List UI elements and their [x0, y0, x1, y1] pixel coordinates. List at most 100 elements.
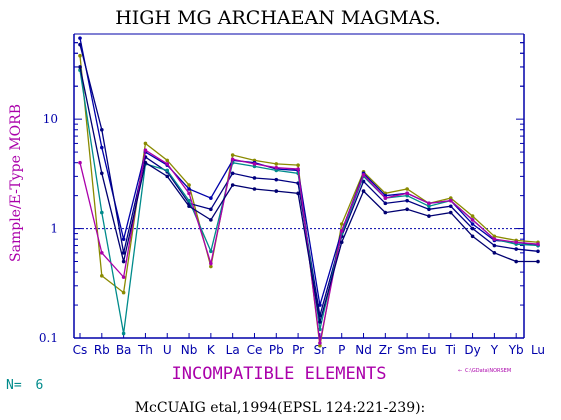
x-axis-label: INCOMPATIBLE ELEMENTS: [172, 364, 387, 384]
data-point: [339, 229, 344, 233]
data-point: [252, 176, 257, 180]
data-point: [78, 42, 82, 47]
data-point: [230, 153, 235, 157]
data-point: [187, 183, 191, 187]
data-point: [536, 259, 540, 264]
data-point: [536, 249, 540, 254]
data-point: [383, 201, 388, 206]
data-point: [405, 191, 409, 196]
y-tick-label: 10: [43, 112, 58, 126]
x-tick-label: Sr: [314, 343, 327, 357]
data-point: [187, 198, 191, 203]
data-point: [405, 187, 409, 191]
data-point: [143, 160, 148, 165]
sample-count-value: 6: [35, 378, 43, 393]
data-point: [296, 191, 300, 196]
data-point: [492, 234, 497, 239]
data-point: [296, 163, 300, 167]
x-tick-label: Sm: [397, 343, 416, 357]
data-point: [121, 237, 126, 241]
data-point: [252, 187, 257, 191]
x-tick-label: Zr: [379, 343, 392, 357]
x-tick-label: Y: [490, 343, 499, 357]
data-point: [165, 174, 170, 179]
data-point: [209, 207, 213, 212]
data-point: [209, 196, 213, 200]
y-axis-label: Sample/E-Type MORB: [8, 104, 24, 262]
data-point: [78, 160, 82, 165]
data-point: [121, 259, 126, 264]
data-point: [448, 198, 453, 203]
data-point: [78, 36, 82, 40]
plot-area: 0.1 1 10 Cs Rb Ba Th U Nb K La Ce Pb Pr Sr P Nd Zr Sm Eu Ti D…: [39, 33, 545, 357]
data-point: [427, 214, 431, 218]
data-point: [274, 162, 279, 166]
data-point: [470, 218, 475, 222]
data-point: [165, 162, 170, 166]
data-point: [100, 171, 104, 176]
data-point: [78, 53, 82, 58]
chart-title: HIGH MG ARCHAEAN MAGMAS.: [115, 7, 441, 29]
data-point: [230, 171, 235, 176]
data-point: [187, 187, 191, 191]
data-point: [187, 204, 191, 209]
file-path-label: ← C:\GData\NORSEM: [458, 368, 511, 374]
x-tick-label: K: [207, 343, 216, 357]
data-point: [230, 183, 235, 187]
data-series: [78, 42, 540, 318]
x-tick-label: U: [163, 343, 172, 357]
series-line: [79, 38, 539, 306]
data-point: [470, 222, 475, 226]
data-point: [339, 240, 344, 245]
x-tick-label: Pr: [292, 343, 304, 357]
data-point: [100, 210, 104, 215]
y-tick-label: 0.1: [39, 331, 58, 345]
file-path-text: C:\GData\NORSEM: [465, 368, 511, 374]
series-line: [79, 70, 539, 334]
data-point: [121, 331, 126, 336]
sample-count-label: N= 6: [6, 378, 43, 393]
data-point: [383, 210, 388, 215]
data-point: [470, 226, 475, 231]
data-point: [318, 320, 322, 324]
series-line: [79, 55, 539, 346]
data-point: [492, 237, 497, 241]
data-point: [318, 343, 322, 348]
data-point: [187, 191, 191, 196]
y-tick-label: 1: [50, 222, 58, 236]
x-tick-label: Ce: [247, 343, 263, 357]
data-point: [121, 275, 126, 279]
data-point: [252, 164, 257, 169]
x-tick-label: Ti: [445, 343, 456, 357]
data-point: [448, 196, 453, 200]
data-point: [514, 240, 518, 245]
citation: McCUAIG etal,1994(EPSL 124:221-239):: [135, 400, 426, 416]
series-line: [79, 66, 538, 323]
x-tick-label: Ba: [116, 343, 132, 357]
data-point: [100, 251, 104, 255]
data-point: [100, 145, 104, 150]
data-point: [100, 274, 104, 278]
data-series: [78, 53, 540, 348]
data-series: [78, 68, 540, 336]
x-tick-label: Eu: [421, 343, 436, 357]
data-point: [209, 261, 213, 266]
data-point: [492, 251, 497, 255]
x-tick-label: Th: [137, 343, 153, 357]
data-point: [405, 207, 409, 212]
data-series: [78, 36, 540, 307]
data-point: [427, 201, 431, 206]
data-point: [296, 167, 300, 171]
data-point: [274, 168, 279, 173]
x-tick-label: P: [338, 343, 345, 357]
x-tick-label: Dy: [464, 343, 480, 357]
x-tick-label: Nd: [355, 343, 372, 357]
file-path-arrow-icon: ←: [458, 368, 462, 374]
data-point: [143, 141, 148, 146]
data-point: [121, 251, 126, 255]
x-tick-label: Pb: [269, 343, 284, 357]
data-point: [318, 303, 322, 307]
data-point: [318, 341, 322, 345]
data-point: [405, 198, 409, 203]
